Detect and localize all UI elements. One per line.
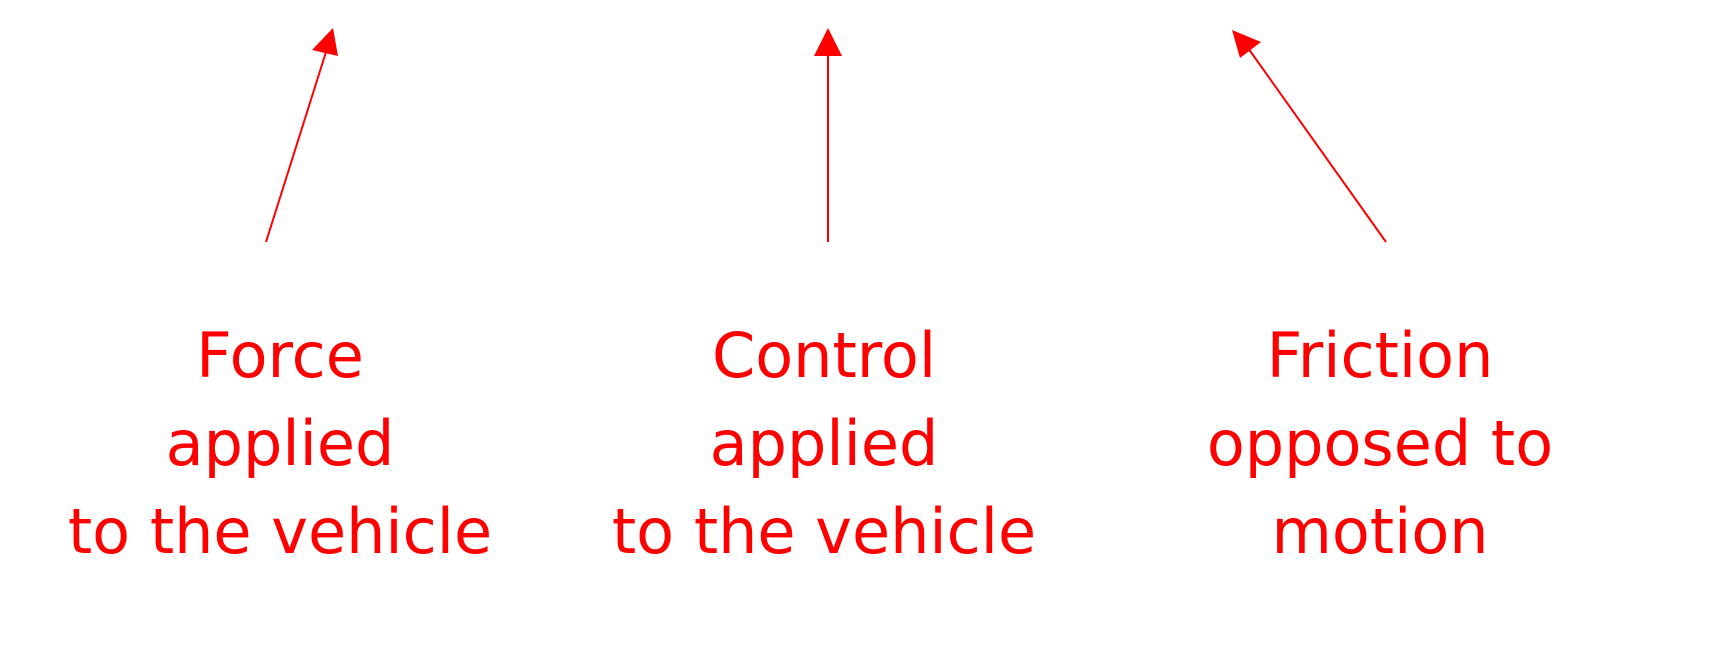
friction-label-line-2: opposed to — [1206, 407, 1554, 480]
control-label-line-2: applied — [709, 407, 939, 480]
control-arrow — [814, 28, 842, 242]
force-label: Force applied to the vehicle — [20, 312, 540, 576]
friction-arrow-head — [1232, 30, 1261, 58]
force-label-line-3: to the vehicle — [67, 495, 493, 568]
friction-label-line-3: motion — [1271, 495, 1489, 568]
friction-label-line-1: Friction — [1266, 319, 1494, 392]
control-label: Control applied to the vehicle — [564, 312, 1084, 576]
force-label-line-2: applied — [165, 407, 395, 480]
control-arrow-head — [814, 28, 842, 56]
force-arrow — [265, 28, 338, 243]
control-label-line-1: Control — [711, 319, 937, 392]
control-label-line-3: to the vehicle — [611, 495, 1037, 568]
force-arrow-shaft — [265, 51, 327, 243]
force-label-line-1: Force — [196, 319, 364, 392]
friction-label: Friction opposed to motion — [1120, 312, 1640, 576]
force-arrow-head — [312, 28, 338, 56]
friction-arrow — [1232, 30, 1387, 243]
friction-arrow-shaft — [1247, 47, 1387, 243]
